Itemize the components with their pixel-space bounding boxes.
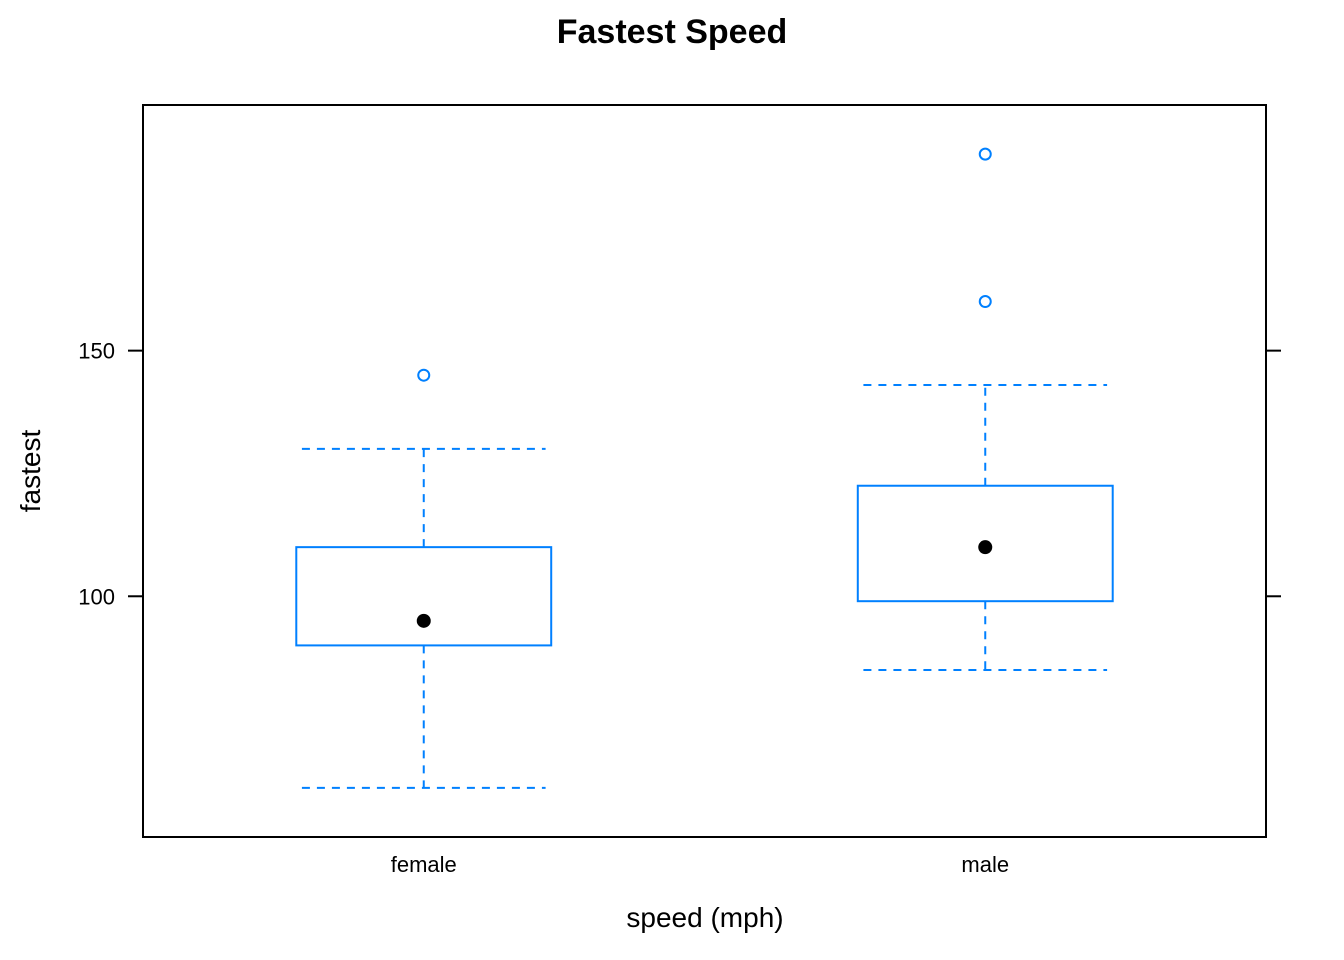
median-dot	[416, 613, 431, 628]
iqr-box	[295, 546, 553, 647]
plot-frame	[142, 104, 1267, 838]
x-axis: female male	[391, 852, 1009, 877]
outlier-point	[417, 368, 431, 382]
box-male	[856, 147, 1114, 671]
y-axis: 100 150	[78, 339, 1281, 609]
median-dot	[978, 540, 993, 555]
boxes-group	[295, 147, 1114, 789]
y-tick-label: 100	[78, 584, 115, 609]
box-female	[295, 368, 553, 789]
iqr-box	[856, 484, 1114, 603]
x-tick-label: female	[391, 852, 457, 877]
y-axis-label: fastest	[15, 430, 46, 513]
chart-title: Fastest Speed	[557, 13, 788, 51]
x-tick-label: male	[961, 852, 1009, 877]
outlier-point	[978, 295, 992, 309]
outlier-point	[978, 147, 992, 161]
y-tick-label: 150	[78, 339, 115, 364]
x-axis-label: speed (mph)	[626, 902, 783, 933]
